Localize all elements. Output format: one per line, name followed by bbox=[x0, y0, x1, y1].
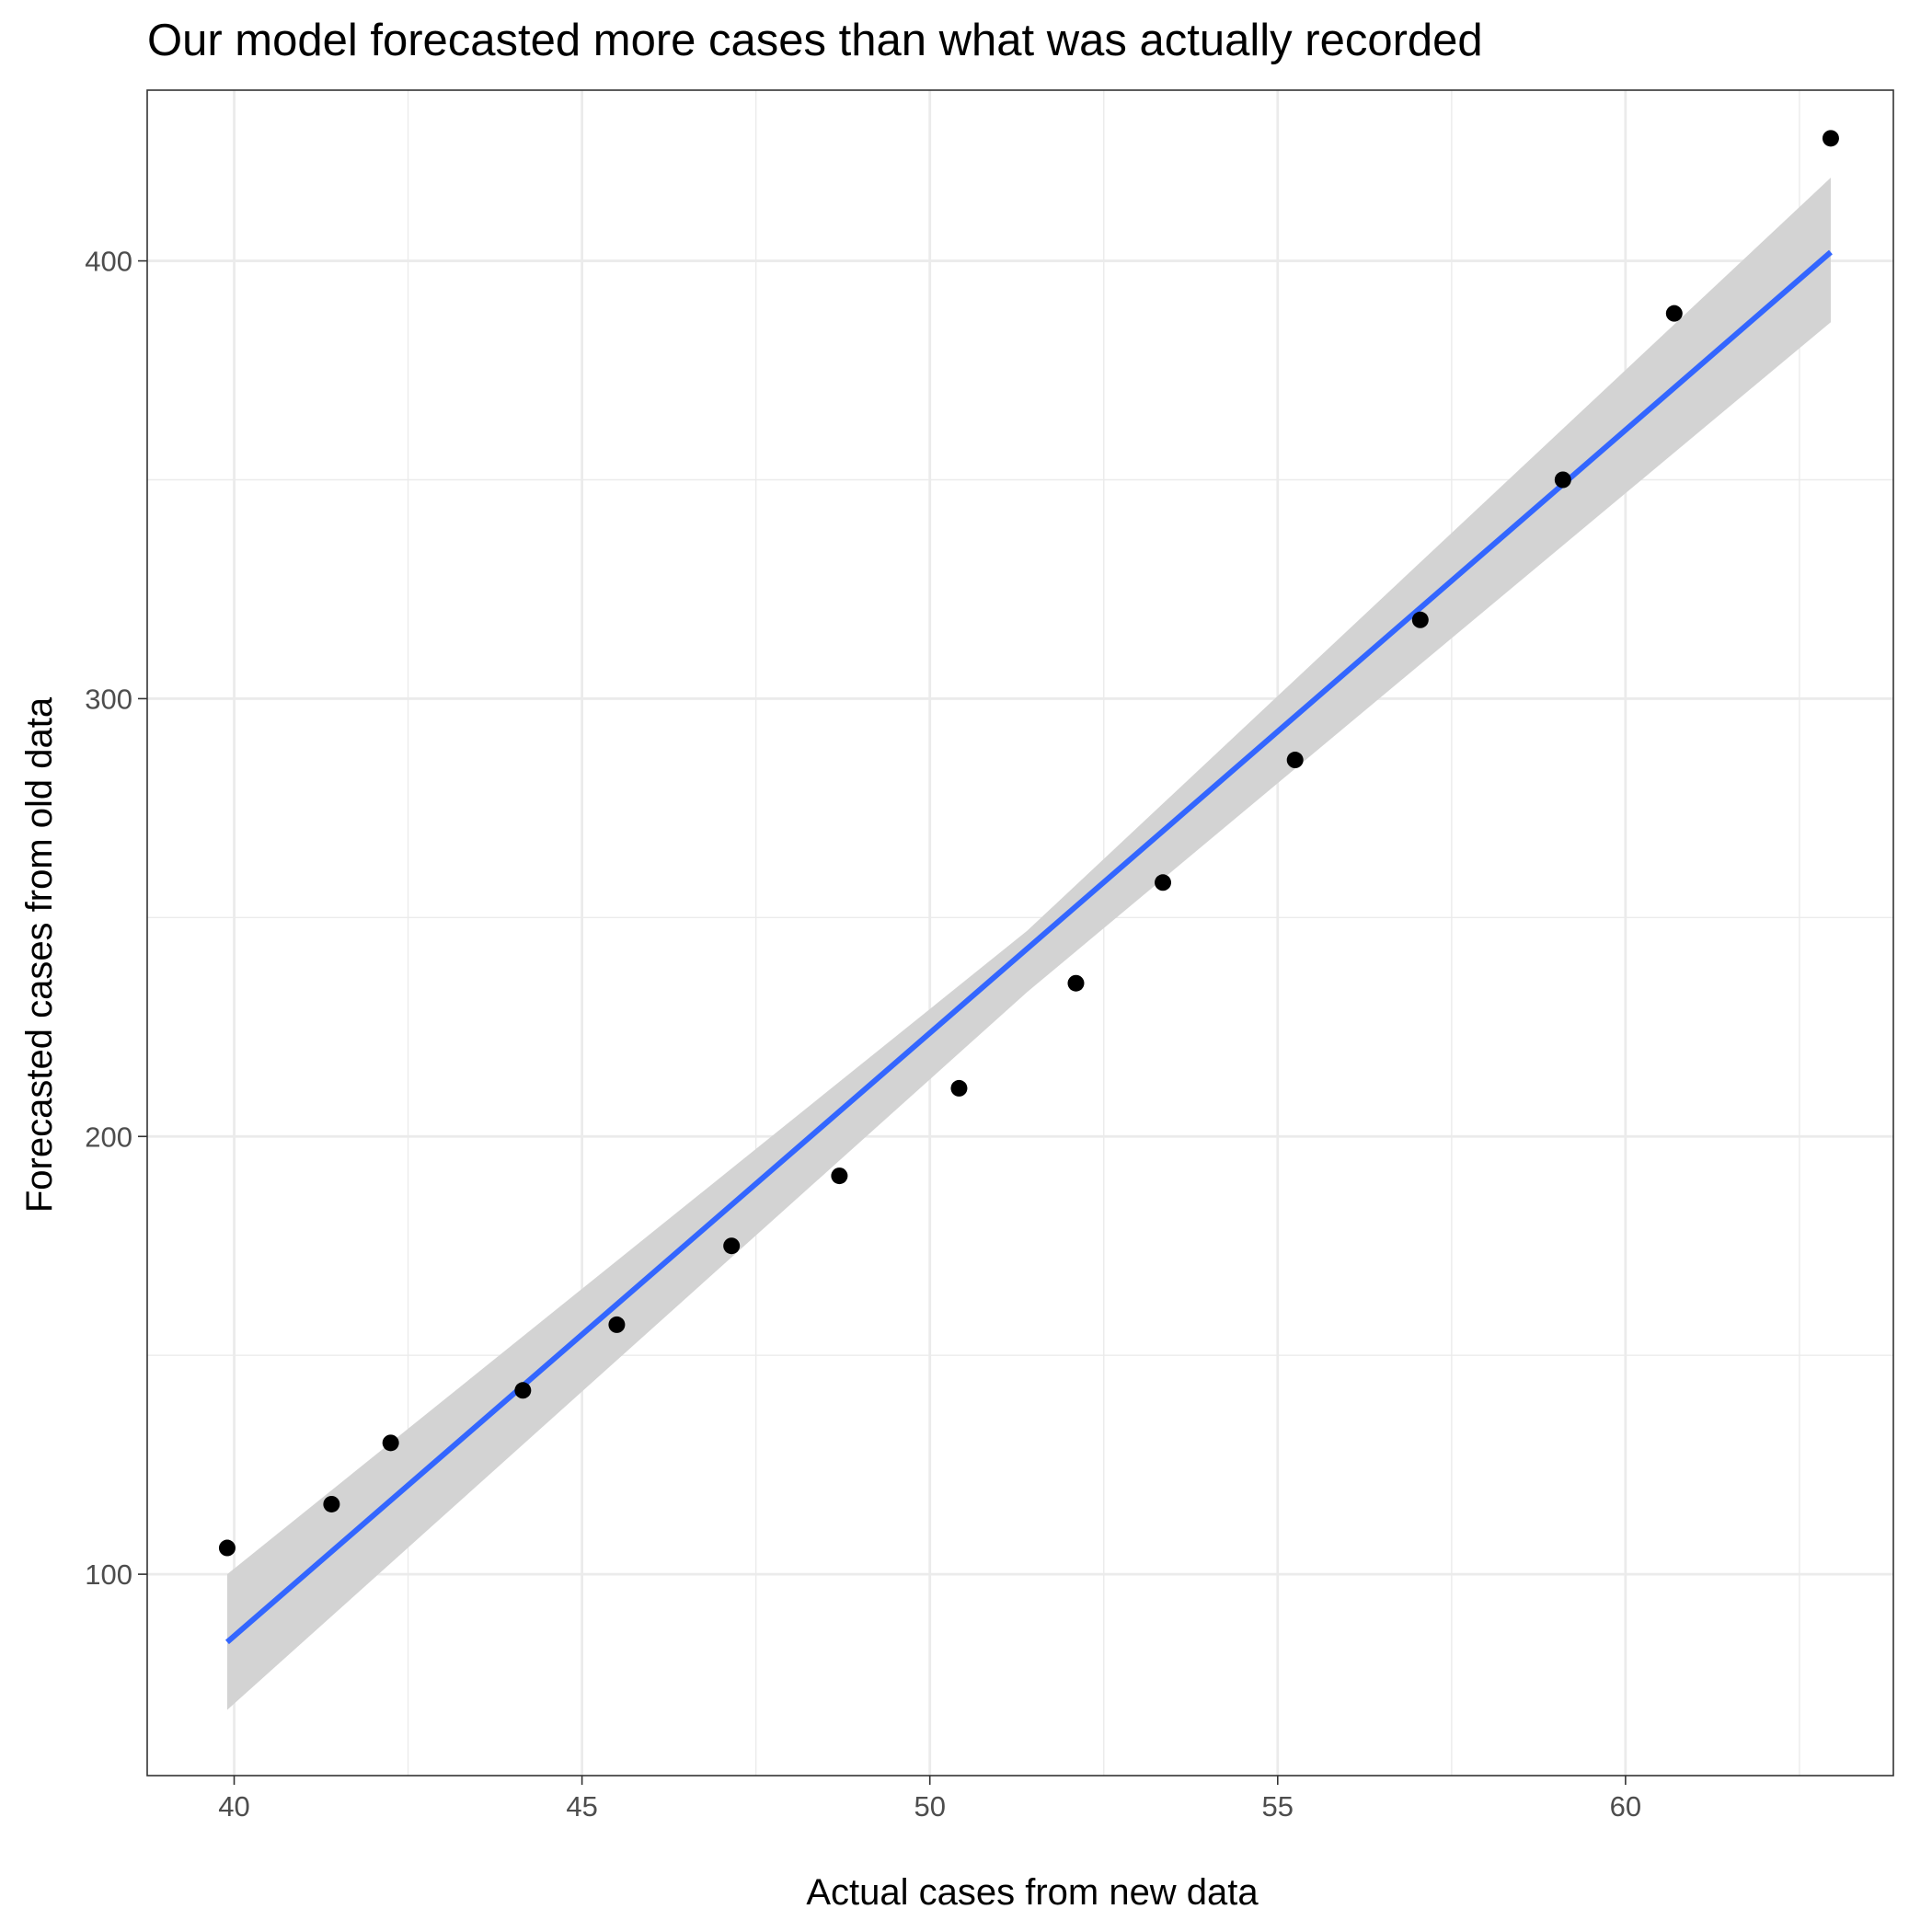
panel-border bbox=[146, 89, 1894, 1777]
y-tick-label: 400 bbox=[85, 246, 132, 278]
data-point bbox=[323, 1495, 340, 1512]
y-axis-title: Forecasted cases from old data bbox=[19, 696, 60, 1213]
x-axis: 40 45 50 55 60 bbox=[218, 1776, 1641, 1823]
y-axis: 100 200 300 400 bbox=[85, 246, 147, 1591]
data-point bbox=[1067, 974, 1085, 992]
x-axis-title: Actual cases from new data bbox=[806, 1872, 1259, 1913]
y-tick-label: 200 bbox=[85, 1121, 132, 1153]
x-tick-label: 40 bbox=[218, 1790, 249, 1823]
grid-lines bbox=[147, 90, 1893, 1776]
chart-title: Our model forecasted more cases than wha… bbox=[147, 16, 1483, 65]
x-tick-label: 50 bbox=[914, 1790, 945, 1823]
data-point bbox=[1822, 130, 1839, 147]
data-point bbox=[1155, 874, 1172, 891]
data-point bbox=[1665, 305, 1683, 322]
data-point bbox=[950, 1079, 968, 1097]
y-tick-label: 100 bbox=[85, 1558, 132, 1591]
trend-line bbox=[224, 249, 1833, 1645]
x-tick-label: 45 bbox=[566, 1790, 597, 1823]
data-point bbox=[514, 1382, 532, 1399]
data-point bbox=[382, 1434, 399, 1452]
data-point bbox=[218, 1539, 236, 1557]
x-tick-label: 60 bbox=[1610, 1790, 1641, 1823]
data-point bbox=[1411, 611, 1429, 628]
data-point bbox=[1286, 752, 1304, 769]
x-tick-label: 55 bbox=[1262, 1790, 1294, 1823]
y-tick-label: 300 bbox=[85, 683, 132, 715]
data-point bbox=[1554, 471, 1571, 489]
data-point bbox=[723, 1237, 741, 1255]
data-points bbox=[218, 130, 1839, 1557]
data-point bbox=[831, 1167, 848, 1185]
data-point bbox=[608, 1316, 626, 1333]
trend-line-layer bbox=[224, 249, 1833, 1645]
